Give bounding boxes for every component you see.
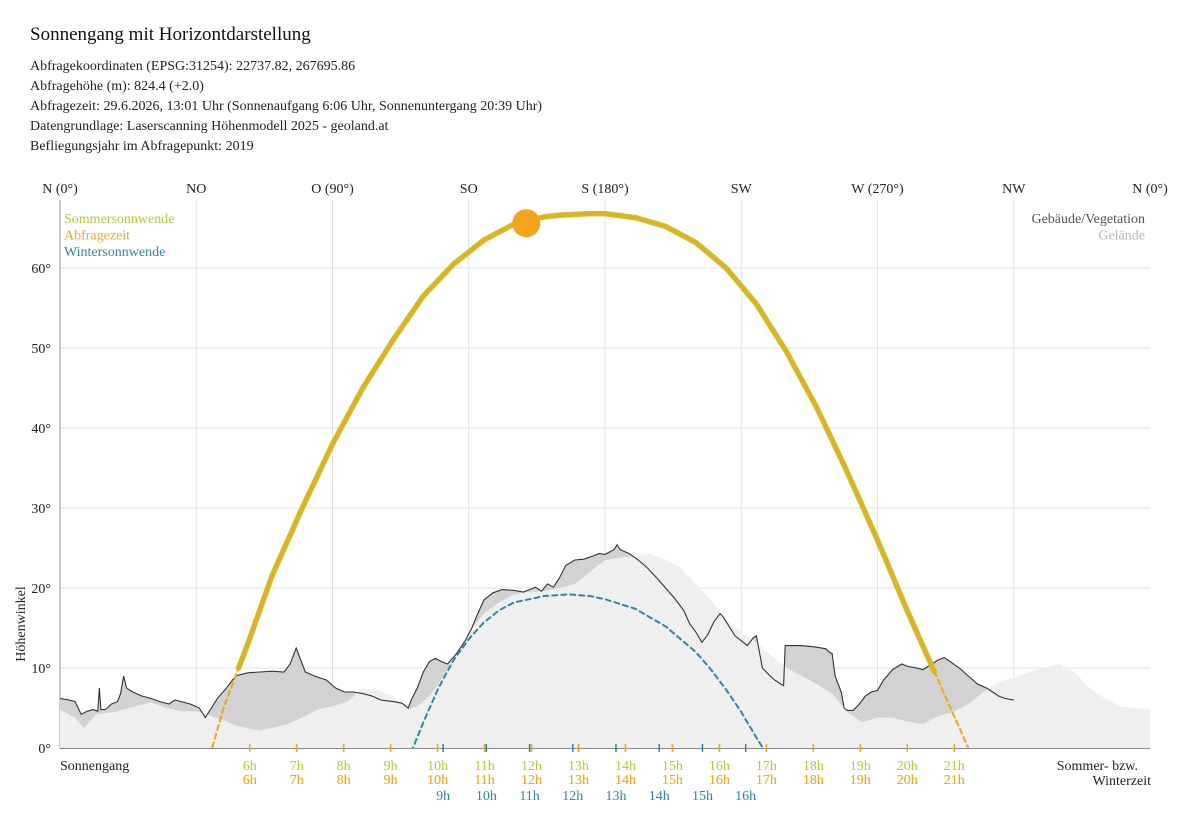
top-axis-label: N (0°) xyxy=(42,182,78,197)
hour-label: 7h xyxy=(290,773,304,788)
info-height: Abfragehöhe (m): 824.4 (+2.0) xyxy=(30,79,204,94)
hour-label: 16h xyxy=(709,773,730,788)
bottom-right-label-line1: Sommer- bzw. xyxy=(1057,759,1138,774)
hour-label: 18h xyxy=(803,773,824,788)
info-data-source: Datengrundlage: Laserscanning Höhenmodel… xyxy=(30,119,389,134)
legend-winter: Wintersonnwende xyxy=(64,245,165,260)
y-tick-label: 30° xyxy=(31,502,51,517)
y-tick-label: 0° xyxy=(38,742,51,757)
hour-label: 17h xyxy=(756,773,777,788)
hour-label: 20h xyxy=(897,773,918,788)
query-day-path-hidden xyxy=(211,667,240,748)
bottom-right-label-line2: Winterzeit xyxy=(1092,774,1151,789)
hour-label: 18h xyxy=(803,759,824,774)
terrain-area xyxy=(60,553,1150,748)
hour-label: 19h xyxy=(850,773,871,788)
hour-label: 15h xyxy=(662,759,683,774)
hour-label: 8h xyxy=(337,759,351,774)
hour-label: 20h xyxy=(897,773,918,788)
hour-label: 16h xyxy=(709,759,730,774)
page-title: Sonnengang mit Horizontdarstellung xyxy=(30,24,311,45)
top-axis-label: SW xyxy=(731,182,753,197)
hour-label: 6h xyxy=(243,773,257,788)
hour-label: 17h xyxy=(756,773,777,788)
hour-label: 17h xyxy=(756,759,777,774)
info-coordinates: Abfragekoordinaten (EPSG:31254): 22737.8… xyxy=(30,59,356,74)
hour-label: 10h xyxy=(427,773,448,788)
hour-label: 9h xyxy=(384,773,398,788)
hour-label: 7h xyxy=(290,773,304,788)
hour-label: 11h xyxy=(474,759,494,774)
top-axis-label: O (90°) xyxy=(311,182,354,197)
top-axis-label: W (270°) xyxy=(851,182,904,197)
hour-label: 14h xyxy=(615,759,636,774)
hour-label: 13h xyxy=(568,759,589,774)
horizon-skyline xyxy=(60,543,1014,719)
legend-summer: Sommersonnwende xyxy=(64,212,174,227)
legend-query: Abfragezeit xyxy=(64,229,130,244)
hour-label: 12h xyxy=(521,773,542,788)
hour-label: 6h xyxy=(243,759,257,774)
hour-label: 21h xyxy=(944,759,965,774)
hour-label: 11h xyxy=(474,773,494,788)
hour-label: 18h xyxy=(803,773,824,788)
hour-label: 13h xyxy=(605,789,626,804)
hour-label: 12h xyxy=(521,773,542,788)
y-tick-label: 60° xyxy=(31,262,51,277)
top-axis-label: NW xyxy=(1002,182,1026,197)
hour-label: 9h xyxy=(384,759,398,774)
hour-label: 10h xyxy=(427,773,448,788)
hour-label: 11h xyxy=(519,789,539,804)
hour-label: 8h xyxy=(337,773,351,788)
hour-label: 20h xyxy=(897,759,918,774)
hour-label: 15h xyxy=(692,789,713,804)
y-tick-label: 50° xyxy=(31,342,51,357)
legend-right-item: Gebäude/Vegetation xyxy=(1031,212,1145,227)
current-sun-marker xyxy=(512,209,541,238)
hour-label: 21h xyxy=(944,773,965,788)
hour-label: 10h xyxy=(476,789,497,804)
hour-label: 9h xyxy=(384,773,398,788)
bottom-left-label: Sonnengang xyxy=(60,759,129,774)
hour-label: 14h xyxy=(649,789,670,804)
hour-label: 14h xyxy=(615,773,636,788)
horizon-group xyxy=(60,210,1150,748)
hour-label: 19h xyxy=(850,759,871,774)
hour-label: 13h xyxy=(568,773,589,788)
hour-label: 16h xyxy=(709,773,730,788)
y-axis-title: Höhenwinkel xyxy=(14,586,29,662)
winter-solstice-path-hidden xyxy=(411,593,765,748)
y-tick-label: 10° xyxy=(31,662,51,677)
hour-label: 10h xyxy=(427,759,448,774)
hour-label: 7h xyxy=(290,759,304,774)
top-axis-label: NO xyxy=(186,182,206,197)
y-tick-label: 20° xyxy=(31,582,51,597)
y-tick-label: 40° xyxy=(31,422,51,437)
hour-label: 15h xyxy=(662,773,683,788)
hour-label: 6h xyxy=(243,773,257,788)
hour-label: 12h xyxy=(562,789,583,804)
hour-label: 19h xyxy=(850,773,871,788)
query-day-path-hidden xyxy=(933,670,970,748)
hour-label: 8h xyxy=(337,773,351,788)
hour-label: 14h xyxy=(615,773,636,788)
top-axis-label: S (180°) xyxy=(581,182,629,197)
hour-label: 13h xyxy=(568,773,589,788)
legend-right-item: Gelände xyxy=(1098,229,1145,244)
info-flight-year: Befliegungsjahr im Abfragepunkt: 2019 xyxy=(30,139,254,154)
hour-label: 11h xyxy=(474,773,494,788)
hour-label: 12h xyxy=(521,759,542,774)
hour-label: 9h xyxy=(436,789,450,804)
info-query-time: Abfragezeit: 29.6.2026, 13:01 Uhr (Sonne… xyxy=(30,99,543,114)
hour-label: 21h xyxy=(944,773,965,788)
hour-label: 15h xyxy=(662,773,683,788)
query-day-path-visible xyxy=(237,212,936,673)
top-axis-label: SO xyxy=(460,182,478,197)
hour-label: 16h xyxy=(735,789,756,804)
top-axis-label: N (0°) xyxy=(1132,182,1168,197)
